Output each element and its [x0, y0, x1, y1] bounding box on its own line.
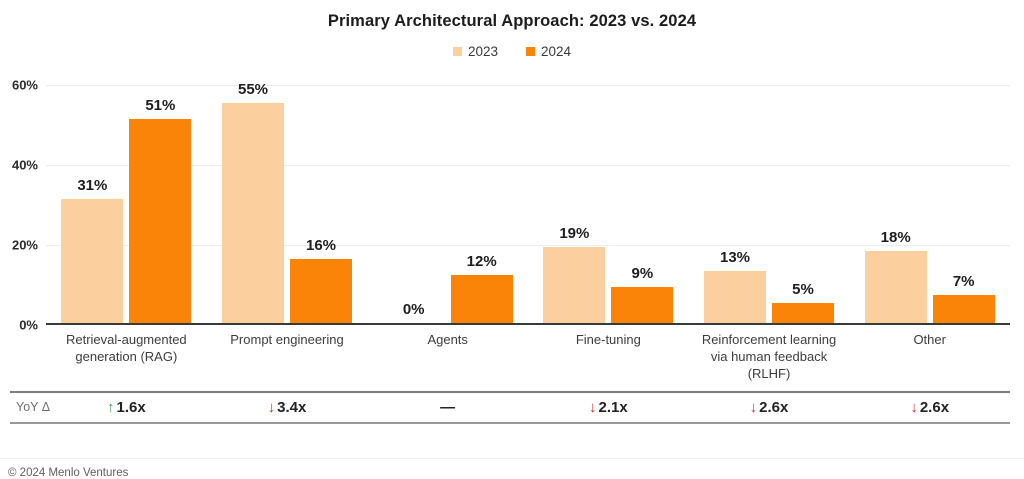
category-label: Agents [427, 332, 468, 347]
legend-item-2024: 2024 [526, 44, 571, 59]
yoy-cell: ↓ 2.6x [849, 399, 1010, 416]
category-label: Prompt engineering [230, 332, 344, 347]
bar-value-label: 12% [466, 253, 497, 270]
bar-slot-2023: 18% [864, 229, 927, 323]
legend-swatch-2024 [526, 47, 535, 56]
down-arrow-icon: ↓ [910, 398, 918, 416]
bar-value-label: 19% [559, 225, 590, 242]
bar-slot-2024: 12% [450, 253, 513, 323]
category-label: Fine-tuning [575, 332, 641, 347]
bar-2023 [543, 247, 606, 323]
gridline-40 [46, 165, 1010, 166]
bar-value-label: 5% [792, 281, 814, 298]
bar-slot-2024: 7% [932, 273, 995, 323]
bar-slot-2023: 13% [704, 249, 767, 323]
yoy-cell: ↓ 2.6x [689, 399, 850, 416]
legend-swatch-2023 [452, 47, 462, 56]
yoy-value: 2.6x [759, 398, 789, 416]
bar-value-label: 31% [77, 177, 108, 194]
bar-slot-2024: 9% [611, 265, 674, 323]
yoy-delta-table: YoY Δ ↑ 1.6x ↓ 3.4x — ↓ 2.1x ↓ 2.6x ↓ 2.6x [10, 390, 1010, 424]
y-axis-tick-0: 0% [19, 317, 38, 333]
bar-value-label: 16% [305, 237, 337, 254]
gridline-20 [46, 245, 1010, 246]
plot-area: 60% 40% 20% 0% 31% 51% 55% 16% 0% 12% 19% 9% 13%… [12, 78, 1010, 333]
yoy-value: 3.4x [277, 398, 307, 416]
bar-2024 [772, 303, 835, 323]
category-label: Retrieval-augmented generation (RAG) [65, 332, 187, 364]
bar-2024 [932, 295, 995, 323]
bar-value-label: 51% [145, 97, 176, 114]
bar-group: 19% 9% [528, 85, 689, 323]
yoy-cell: ↓ 2.1x [528, 399, 689, 416]
bar-group: 18% 7% [849, 85, 1010, 323]
footer-divider [0, 457, 1024, 459]
bar-slot-2024: 16% [290, 237, 352, 323]
yoy-cell: — [367, 399, 528, 416]
bar-slot-2023: 55% [222, 81, 284, 323]
bar-2024 [611, 287, 674, 323]
y-axis-tick-60: 60% [11, 77, 38, 93]
down-arrow-icon: ↓ [749, 398, 758, 416]
down-arrow-icon: ↓ [589, 398, 597, 416]
yoy-row-label: YoY Δ [16, 400, 51, 415]
yoy-value: 1.6x [116, 398, 146, 416]
bar-value-label: 55% [237, 81, 269, 98]
bar-value-label: 7% [952, 273, 975, 290]
yoy-cells: ↑ 1.6x ↓ 3.4x — ↓ 2.1x ↓ 2.6x ↓ 2.6x [46, 393, 1010, 422]
yoy-value: 2.1x [598, 398, 628, 416]
bar-value-label: 13% [720, 249, 751, 266]
bar-value-label: 18% [880, 229, 911, 246]
bar-group: 0% 12% [367, 85, 528, 323]
bar-2024 [450, 275, 513, 323]
bar-slot-2024: 51% [129, 97, 192, 323]
bar-slot-2024: 5% [772, 281, 835, 323]
bar-group: 13% 5% [689, 85, 850, 323]
chart-legend: 2023 2024 [0, 44, 1024, 59]
y-axis-tick-40: 40% [11, 157, 38, 173]
gridline-60 [46, 85, 1010, 86]
bar-group: 31% 51% [46, 85, 207, 323]
legend-label-2024: 2024 [541, 44, 572, 59]
chart-area: 60% 40% 20% 0% 31% 51% 55% 16% 0% 12% 19% 9% 13%… [10, 78, 1010, 383]
chart-title: Primary Architectural Approach: 2023 vs.… [327, 12, 697, 30]
down-arrow-icon: ↓ [267, 398, 276, 416]
category-labels-row: Retrieval-augmented generation (RAG) Prom… [46, 325, 1010, 383]
category-label: Other [913, 332, 946, 347]
bar-slot-2023: 31% [61, 177, 124, 323]
bar-value-label: 0% [402, 301, 425, 318]
yoy-value: 2.6x [919, 398, 950, 416]
bar-groups: 31% 51% 55% 16% 0% 12% 19% 9% 13% 5% 18% 7% [46, 81, 1010, 323]
category-label: Reinforcement learning via human feedbac… [701, 332, 837, 381]
bar-2024 [290, 259, 352, 323]
yoy-value: — [440, 398, 456, 416]
bar-slot-2023: 19% [543, 225, 606, 323]
bar-2024 [129, 119, 192, 323]
legend-label-2023: 2023 [467, 44, 498, 59]
bar-2023 [222, 103, 284, 323]
yoy-cell: ↑ 1.6x [46, 399, 207, 416]
bar-2023 [704, 271, 767, 323]
yoy-cell: ↓ 3.4x [207, 399, 368, 416]
bar-2023 [864, 251, 927, 323]
bar-value-label: 9% [631, 265, 654, 282]
up-arrow-icon: ↑ [106, 398, 115, 416]
bar-group: 55% 16% [207, 81, 368, 323]
legend-item-2023: 2023 [452, 44, 498, 59]
bar-2023 [61, 199, 124, 323]
y-axis-tick-20: 20% [11, 237, 38, 253]
